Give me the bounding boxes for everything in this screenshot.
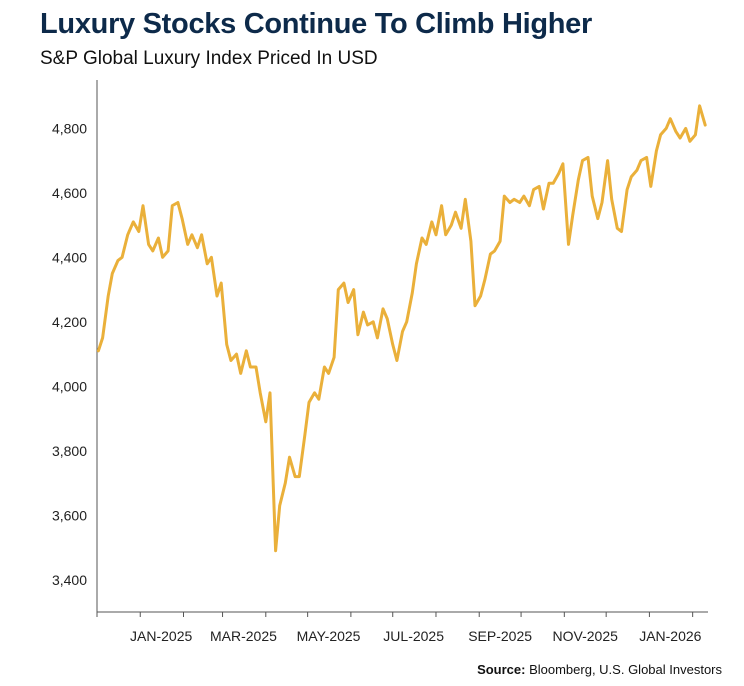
x-tick-label: MAR-2025 bbox=[210, 628, 277, 644]
series-layer bbox=[96, 104, 707, 553]
x-axis: JAN-2025 MAR-2025 MAY-2025 JUL-2025 SEP-2025… bbox=[96, 611, 708, 644]
y-tick-label: 4,400 bbox=[52, 249, 87, 265]
x-tick-label: NOV-2025 bbox=[553, 628, 619, 644]
x-tick-label: JAN-2025 bbox=[130, 628, 192, 644]
chart-title: Luxury Stocks Continue To Climb Higher bbox=[40, 8, 592, 40]
chart-subtitle: S&P Global Luxury Index Priced In USD bbox=[40, 48, 378, 69]
y-tick-label: 4,200 bbox=[52, 314, 87, 330]
x-tick-label: JAN-2026 bbox=[639, 628, 701, 644]
y-tick-label: 3,400 bbox=[52, 572, 87, 588]
y-tick-label: 3,600 bbox=[52, 507, 87, 523]
source-note: Source: Bloomberg, U.S. Global Investors bbox=[477, 662, 722, 677]
x-tick-label: SEP-2025 bbox=[468, 628, 532, 644]
source-label: Source: bbox=[477, 662, 526, 677]
y-axis: 3,400 3,600 3,800 4,000 4,200 4,400 4,600 4,800 bbox=[52, 80, 98, 612]
y-tick-label: 3,800 bbox=[52, 443, 87, 459]
x-tick-label: JUL-2025 bbox=[383, 628, 444, 644]
series-line bbox=[96, 104, 707, 553]
y-tick-label: 4,800 bbox=[52, 120, 87, 136]
x-tick-label: MAY-2025 bbox=[297, 628, 361, 644]
y-tick-label: 4,600 bbox=[52, 185, 87, 201]
y-tick-label: 4,000 bbox=[52, 378, 87, 394]
source-text: Bloomberg, U.S. Global Investors bbox=[525, 662, 722, 677]
